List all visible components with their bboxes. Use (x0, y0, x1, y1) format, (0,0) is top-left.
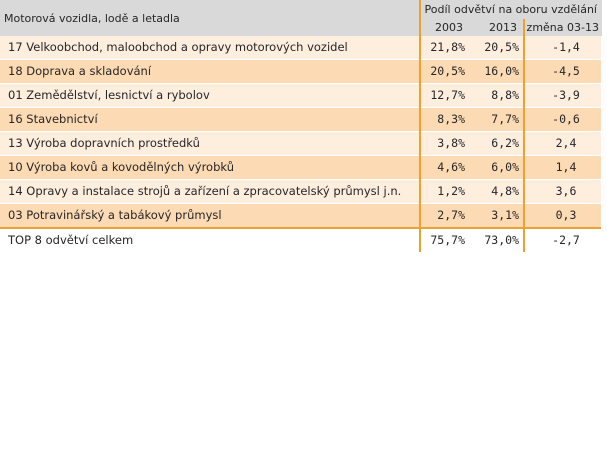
value-change: -3,9 (524, 83, 602, 108)
value-2003: 20,5% (419, 59, 469, 84)
row-label: 17 Velkoobchod, maloobchod a opravy moto… (0, 36, 420, 60)
table-row: 03 Potravinářský a tabákový průmysl 2,7%… (0, 203, 602, 229)
value-2003: 3,8% (419, 131, 469, 156)
total-row: TOP 8 odvětví celkem 75,7% 73,0% -2,7 (0, 227, 602, 252)
value-change: 0,3 (524, 203, 602, 229)
col-header-2013: 2013 (469, 19, 525, 36)
subheader-row: 2003 2013 změna 03-13 (0, 19, 602, 36)
total-2003: 75,7% (419, 227, 469, 252)
value-change: -0,6 (524, 107, 602, 132)
total-label: TOP 8 odvětví celkem (0, 227, 420, 252)
value-2003: 12,7% (419, 83, 469, 108)
table-title: Motorová vozidla, lodě a letadla (0, 0, 420, 36)
value-2013: 4,8% (469, 179, 525, 204)
value-2003: 1,2% (419, 179, 469, 204)
data-table: Motorová vozidla, lodě a letadla Podíl o… (0, 0, 602, 252)
value-2003: 2,7% (419, 203, 469, 229)
value-change: -1,4 (524, 36, 602, 60)
total-change: -2,7 (524, 227, 602, 252)
value-2013: 6,0% (469, 155, 525, 180)
row-label: 01 Zemědělství, lesnictví a rybolov (0, 83, 420, 108)
total-2013: 73,0% (469, 227, 525, 252)
value-2013: 20,5% (469, 36, 525, 60)
value-2003: 21,8% (419, 36, 469, 60)
table-row: 01 Zemědělství, lesnictví a rybolov 12,7… (0, 83, 602, 108)
table-row: 13 Výroba dopravních prostředků 3,8% 6,2… (0, 131, 602, 156)
value-change: 2,4 (524, 131, 602, 156)
table-row: 10 Výroba kovů a kovodělných výrobků 4,6… (0, 155, 602, 180)
value-2003: 8,3% (419, 107, 469, 132)
row-label: 13 Výroba dopravních prostředků (0, 131, 420, 156)
value-2013: 7,7% (469, 107, 525, 132)
row-label: 18 Doprava a skladování (0, 59, 420, 84)
value-2013: 16,0% (469, 59, 525, 84)
table-row: 17 Velkoobchod, maloobchod a opravy moto… (0, 36, 602, 60)
table-row: 16 Stavebnictví 8,3% 7,7% -0,6 (0, 107, 602, 132)
header-row: Motorová vozidla, lodě a letadla Podíl o… (0, 0, 602, 36)
value-2013: 6,2% (469, 131, 525, 156)
row-label: 03 Potravinářský a tabákový průmysl (0, 203, 420, 229)
row-label: 10 Výroba kovů a kovodělných výrobků (0, 155, 420, 180)
col-header-2003: 2003 (419, 19, 469, 36)
table-row: 18 Doprava a skladování 20,5% 16,0% -4,5 (0, 59, 602, 84)
table-row: 14 Opravy a instalace strojů a zařízení … (0, 179, 602, 204)
row-label: 14 Opravy a instalace strojů a zařízení … (0, 179, 420, 204)
value-2013: 8,8% (469, 83, 525, 108)
value-2003: 4,6% (419, 155, 469, 180)
group-header: Podíl odvětví na oboru vzdělání (418, 0, 602, 19)
value-change: 1,4 (524, 155, 602, 180)
col-header-change: změna 03-13 (524, 19, 602, 36)
row-label: 16 Stavebnictví (0, 107, 420, 132)
value-change: 3,6 (524, 179, 602, 204)
value-change: -4,5 (524, 59, 602, 84)
value-2013: 3,1% (469, 203, 525, 229)
